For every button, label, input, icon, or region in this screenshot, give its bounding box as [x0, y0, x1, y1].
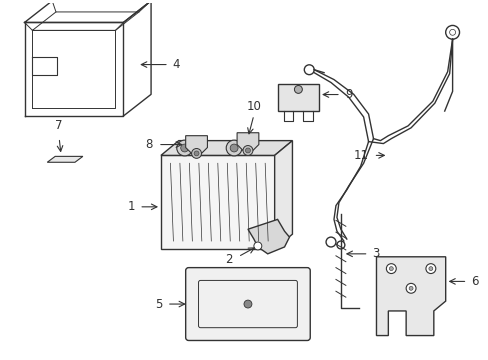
Text: 10: 10 — [246, 100, 261, 113]
Circle shape — [408, 286, 412, 290]
Polygon shape — [247, 219, 289, 254]
Circle shape — [253, 242, 261, 250]
Polygon shape — [47, 156, 82, 162]
Circle shape — [226, 140, 242, 156]
Text: 6: 6 — [470, 275, 478, 288]
Circle shape — [194, 151, 199, 156]
Circle shape — [177, 140, 192, 156]
Polygon shape — [237, 133, 258, 150]
Circle shape — [425, 264, 435, 274]
Circle shape — [244, 300, 251, 308]
Text: 7: 7 — [55, 119, 63, 132]
Circle shape — [245, 148, 250, 153]
Text: 3: 3 — [372, 247, 379, 260]
Circle shape — [406, 283, 415, 293]
Circle shape — [243, 145, 252, 156]
Circle shape — [388, 267, 392, 271]
Text: 4: 4 — [172, 58, 180, 71]
Circle shape — [449, 30, 455, 35]
Polygon shape — [376, 257, 445, 336]
Circle shape — [230, 144, 238, 152]
Text: 1: 1 — [127, 200, 135, 213]
Text: 2: 2 — [224, 253, 232, 266]
Polygon shape — [161, 141, 292, 156]
Circle shape — [181, 144, 188, 152]
Circle shape — [386, 264, 395, 274]
Circle shape — [191, 148, 201, 158]
FancyBboxPatch shape — [277, 84, 319, 111]
Text: 5: 5 — [155, 298, 163, 311]
Polygon shape — [185, 136, 207, 153]
FancyBboxPatch shape — [161, 156, 274, 249]
Circle shape — [428, 267, 432, 271]
Text: 9: 9 — [344, 88, 352, 101]
Circle shape — [294, 85, 302, 93]
Text: 11: 11 — [353, 149, 368, 162]
Text: 8: 8 — [145, 138, 153, 151]
FancyBboxPatch shape — [185, 267, 309, 341]
Polygon shape — [274, 141, 292, 249]
